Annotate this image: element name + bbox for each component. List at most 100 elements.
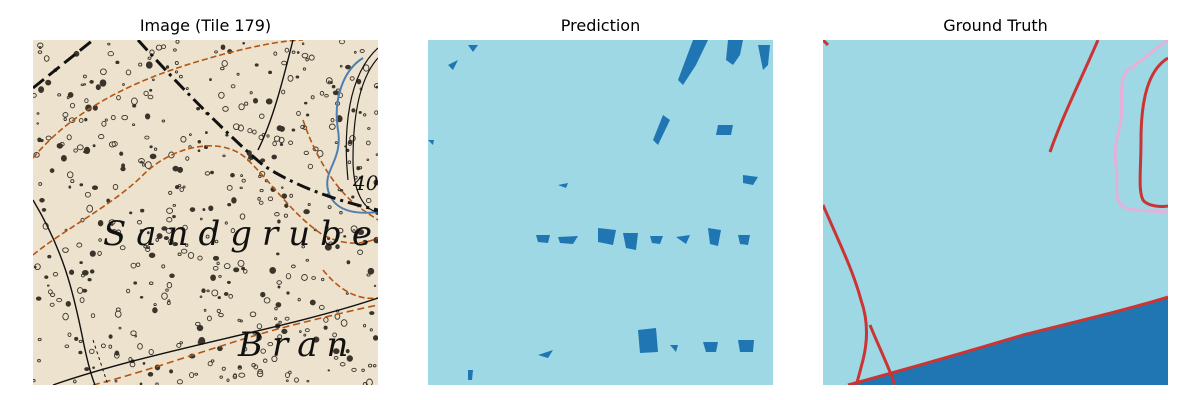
gravel-dot — [313, 228, 317, 232]
gravel-dot — [230, 228, 236, 234]
gravel-dot — [155, 382, 159, 385]
gravel-dot — [356, 166, 361, 171]
gravel-dot — [212, 255, 220, 261]
contour-line — [92, 304, 378, 385]
gravel-dot — [165, 65, 170, 69]
gravel-dot — [343, 235, 347, 238]
gravel-dot — [211, 289, 219, 297]
gravel-dot — [260, 291, 266, 298]
gravel-dot — [321, 277, 325, 282]
gravel-dot — [330, 117, 335, 123]
gravel-dot — [279, 143, 284, 146]
gravel-dot — [265, 98, 273, 105]
gravel-dot — [328, 123, 336, 130]
gravel-dot — [365, 198, 372, 204]
gravel-dot — [37, 137, 42, 143]
gravel-dot — [33, 93, 37, 98]
gravel-dot — [276, 337, 283, 343]
gravel-dot — [339, 64, 343, 68]
gravel-dot — [281, 89, 286, 95]
gravel-dot — [324, 225, 329, 230]
gravel-dot — [34, 263, 41, 271]
gravel-dot — [363, 323, 367, 328]
gravel-dot — [145, 247, 151, 252]
gravel-dot — [295, 75, 300, 79]
gravel-dot — [84, 191, 91, 198]
gravel-dot — [274, 306, 278, 311]
gravel-dot — [345, 292, 349, 295]
gravel-dot — [197, 255, 203, 261]
gravel-dot — [97, 250, 102, 256]
gravel-dot — [349, 135, 356, 142]
gravel-dot — [86, 204, 94, 213]
gravel-dot — [56, 297, 63, 303]
gravel-dot — [206, 289, 210, 293]
gravel-dot — [62, 112, 69, 118]
gravel-dot — [281, 328, 288, 335]
gravel-dot — [256, 323, 263, 330]
gravel-dot — [153, 147, 158, 151]
gravel-dot — [232, 374, 238, 380]
gravel-dot — [272, 141, 277, 147]
gravel-dot — [277, 334, 283, 340]
gravel-dot — [366, 158, 370, 161]
gravel-dot — [373, 179, 378, 186]
gravel-dot — [257, 369, 263, 375]
gravel-dot — [220, 66, 225, 71]
gravel-dot — [267, 196, 274, 202]
gravel-dot — [99, 79, 107, 87]
gravel-dot — [90, 313, 96, 319]
gravel-dot — [125, 69, 132, 76]
gravel-dot — [238, 103, 245, 111]
gravel-dot — [359, 49, 365, 53]
gravel-dot — [247, 128, 253, 134]
gravel-dot — [39, 198, 45, 203]
gravel-dot — [249, 91, 253, 95]
gravel-dot — [153, 303, 157, 307]
gravel-dot — [204, 171, 211, 176]
gravel-dot — [226, 378, 230, 382]
gravel-dot — [205, 234, 210, 239]
gravel-dot — [144, 113, 151, 120]
gravel-dot — [325, 77, 333, 85]
gravel-dot — [187, 251, 195, 259]
gravel-dot — [347, 140, 353, 146]
gravel-dot — [208, 205, 214, 212]
gravel-dot — [294, 377, 299, 383]
gravel-dot — [331, 84, 336, 89]
gravel-dot — [210, 170, 214, 175]
ground-truth-pink-boundary — [1113, 40, 1168, 214]
ground-truth-boundary-line — [823, 204, 868, 385]
gravel-dot — [196, 107, 201, 111]
gravel-dot — [67, 91, 74, 98]
gravel-dot — [45, 79, 52, 86]
gravel-dot — [49, 168, 55, 173]
gravel-dot — [74, 336, 79, 341]
gravel-dot — [44, 275, 49, 279]
gravel-dot — [291, 50, 296, 54]
gravel-dot — [346, 355, 353, 362]
prediction-tile — [428, 40, 773, 385]
gravel-dot — [291, 128, 296, 132]
gravel-dot — [196, 324, 204, 332]
gravel-dot — [148, 348, 154, 356]
gravel-dot — [303, 101, 308, 105]
gravel-dot — [116, 229, 122, 235]
gravel-dot — [172, 215, 176, 219]
panel-title-image: Image (Tile 179) — [139, 16, 272, 35]
gravel-dot — [202, 208, 206, 212]
gravel-dot — [301, 42, 305, 46]
gravel-dot — [285, 379, 289, 383]
gravel-dot — [137, 343, 143, 350]
gravel-dot — [273, 51, 278, 56]
gravel-dot — [76, 242, 83, 248]
gravel-dot — [144, 135, 150, 140]
gravel-dot — [176, 379, 183, 385]
gravel-dot — [221, 366, 226, 371]
gravel-dot — [179, 341, 183, 345]
gravel-dot — [345, 64, 351, 70]
gravel-dot — [305, 57, 309, 62]
gravel-dot — [52, 271, 59, 277]
gravel-dot — [168, 238, 174, 245]
gravel-dot — [165, 228, 172, 234]
